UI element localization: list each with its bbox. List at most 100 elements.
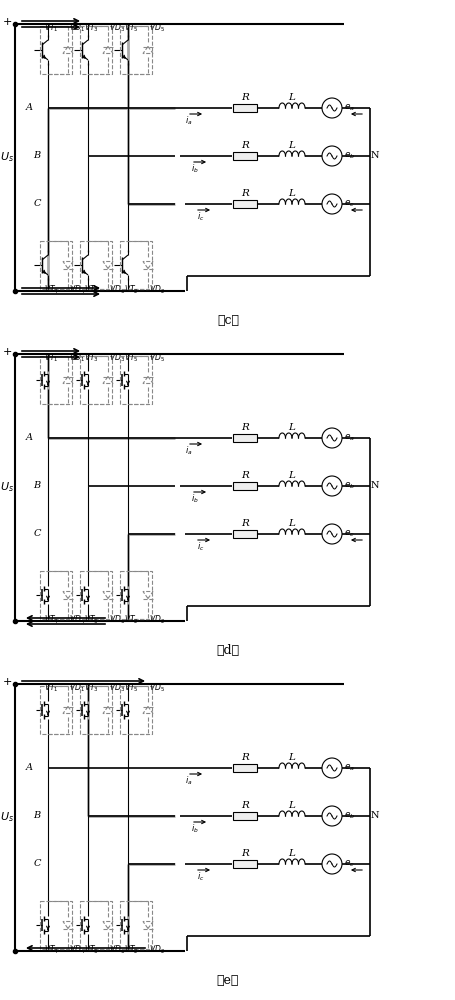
Polygon shape [103,46,113,53]
Bar [120,26,152,74]
Bar [233,152,257,160]
Circle shape [321,524,341,544]
Polygon shape [143,376,153,383]
Text: $VT_4$: $VT_4$ [44,944,59,956]
Text: $VD_3$: $VD_3$ [109,682,125,694]
Text: R: R [241,752,248,762]
Text: $VD_5$: $VD_5$ [149,682,165,694]
Text: $VT_3$: $VT_3$ [84,682,99,694]
Bar [40,356,72,404]
Text: $e_b$: $e_b$ [343,151,354,161]
Text: $VD_3$: $VD_3$ [109,22,125,34]
Text: $i_b$: $i_b$ [191,163,198,175]
Polygon shape [63,706,73,714]
Text: $e_b$: $e_b$ [343,481,354,491]
Text: L: L [288,752,295,762]
Text: $U_s$: $U_s$ [0,151,14,164]
Bar [120,686,152,734]
Polygon shape [103,261,113,268]
Text: $VT_3$: $VT_3$ [84,352,99,364]
Polygon shape [103,706,113,714]
Text: C: C [33,859,40,868]
Text: $VT_4$: $VT_4$ [44,614,59,626]
Bar [40,686,72,734]
Circle shape [321,146,341,166]
Text: $VD_4$: $VD_4$ [69,944,85,956]
Text: N: N [370,812,379,820]
Bar [233,812,257,820]
Bar [40,26,72,74]
Polygon shape [63,922,73,928]
Bar [120,356,152,404]
Text: $VD_4$: $VD_4$ [69,284,85,296]
Text: R: R [241,471,248,480]
Bar [233,530,257,538]
Polygon shape [63,591,73,598]
Text: $VD_5$: $VD_5$ [149,352,165,364]
Text: $U_s$: $U_s$ [0,811,14,824]
Text: $VD_6$: $VD_6$ [109,944,125,956]
Text: $i_a$: $i_a$ [185,115,192,127]
Bar [233,764,257,772]
Text: $e_b$: $e_b$ [343,811,354,821]
Text: （e）: （e） [216,974,239,988]
Text: $VT_2$: $VT_2$ [124,284,138,296]
Text: $i_b$: $i_b$ [191,493,198,505]
Text: L: L [288,422,295,432]
Text: L: L [288,188,295,198]
Text: B: B [33,812,40,820]
Polygon shape [143,591,153,598]
Circle shape [321,194,341,214]
Text: $VD_6$: $VD_6$ [109,614,125,626]
Circle shape [321,758,341,778]
Text: B: B [33,151,40,160]
Bar [80,571,112,619]
Text: C: C [33,530,40,538]
Bar [80,686,112,734]
Polygon shape [143,261,153,268]
Bar [80,356,112,404]
Polygon shape [103,591,113,598]
Text: $e_a$: $e_a$ [343,103,354,113]
Text: $i_c$: $i_c$ [197,871,204,883]
Text: $VT_1$: $VT_1$ [44,682,59,694]
Bar [120,571,152,619]
Polygon shape [143,46,153,53]
Text: $VD_2$: $VD_2$ [149,284,165,296]
Text: $VD_2$: $VD_2$ [149,944,165,956]
Text: $i_c$: $i_c$ [197,541,204,553]
Text: N: N [370,151,379,160]
Text: N: N [370,482,379,490]
Text: R: R [241,422,248,432]
Text: $VT_6$: $VT_6$ [84,944,99,956]
Text: L: L [288,518,295,528]
Text: L: L [288,93,295,102]
Text: B: B [33,482,40,490]
Text: $VD_2$: $VD_2$ [149,614,165,626]
Circle shape [321,854,341,874]
Text: R: R [241,188,248,198]
Bar [233,482,257,490]
Text: $e_c$: $e_c$ [343,859,354,869]
Bar [80,26,112,74]
Bar [233,860,257,868]
Text: $VD_1$: $VD_1$ [69,22,85,34]
Bar [233,200,257,208]
Text: $e_c$: $e_c$ [343,529,354,539]
Text: A: A [25,764,32,772]
Text: $VT_6$: $VT_6$ [84,284,99,296]
Bar [233,104,257,112]
Bar [80,241,112,289]
Text: R: R [241,848,248,857]
Text: R: R [241,518,248,528]
Text: R: R [241,800,248,810]
Text: A: A [25,104,32,112]
Text: $e_a$: $e_a$ [343,763,354,773]
Text: $VT_4$: $VT_4$ [44,284,59,296]
Text: L: L [288,800,295,810]
Bar [40,571,72,619]
Polygon shape [63,376,73,383]
Text: $VT_2$: $VT_2$ [124,614,138,626]
Text: （d）: （d） [216,645,239,658]
Text: $VT_5$: $VT_5$ [124,352,138,364]
